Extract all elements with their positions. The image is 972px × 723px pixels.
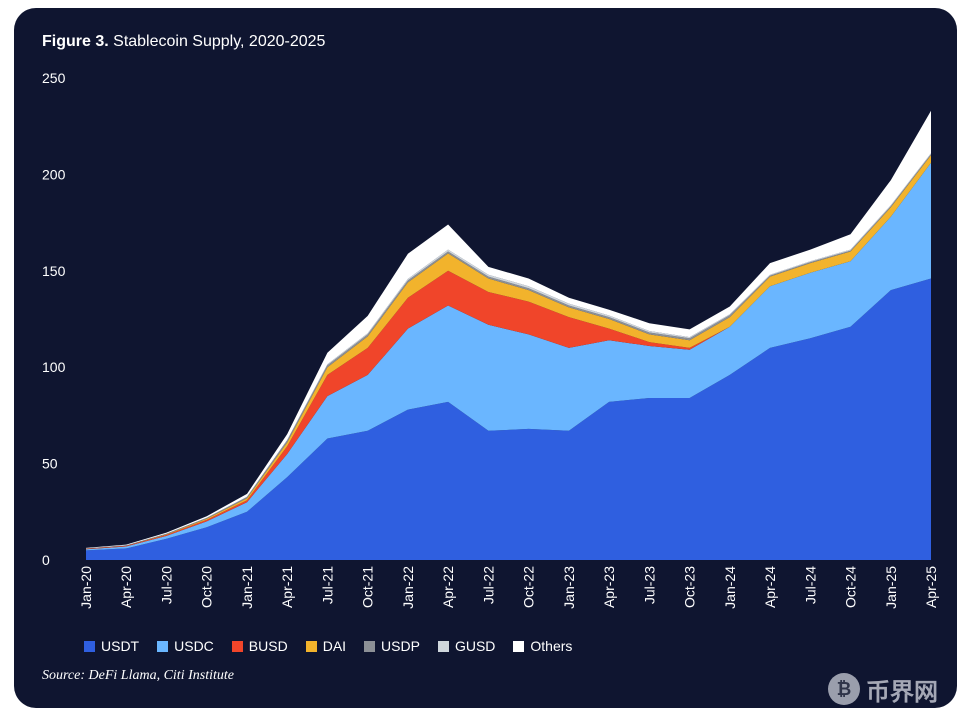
- watermark: ₿ 币界网: [828, 671, 957, 707]
- figure-title-text: Stablecoin Supply, 2020-2025: [113, 33, 326, 50]
- figure-title: Figure 3. Stablecoin Supply, 2020-2025: [42, 33, 325, 51]
- x-tick-label: Jan-21: [239, 566, 255, 609]
- figure-label: Figure 3.: [42, 33, 109, 50]
- x-tick-label: Jan-20: [78, 566, 94, 609]
- legend-swatch: [84, 640, 95, 652]
- legend-label: USDP: [381, 638, 420, 654]
- x-tick-label: Jul-23: [641, 566, 657, 604]
- legend-item-busd: BUSD: [231, 638, 288, 654]
- legend-swatch: [305, 640, 317, 652]
- x-tick-label: Jul-22: [480, 566, 496, 604]
- legend-label: USDT: [101, 638, 140, 654]
- legend-item-usdc: USDC: [157, 638, 214, 654]
- legend-swatch: [437, 640, 449, 652]
- x-tick-label: Jul-24: [802, 566, 818, 604]
- chart-card: Figure 3. Stablecoin Supply, 2020-2025 0…: [14, 8, 957, 708]
- x-tick-label: Jan-22: [400, 566, 416, 609]
- legend-item-usdt: USDT: [84, 638, 139, 654]
- y-tick-label: 50: [42, 456, 58, 472]
- y-tick-label: 200: [42, 166, 66, 182]
- x-tick-label: Apr-21: [279, 566, 295, 608]
- x-tick-label: Apr-25: [923, 566, 939, 608]
- legend-label: USDC: [174, 638, 214, 654]
- x-tick-label: Jan-25: [883, 566, 899, 609]
- chart-legend: USDT USDC BUSD DAI USDP GUSD Others: [84, 638, 572, 654]
- legend-label: DAI: [322, 638, 347, 654]
- area-usdc: [86, 162, 931, 551]
- y-tick-label: 100: [42, 359, 66, 375]
- legend-item-usdp: USDP: [364, 638, 420, 654]
- watermark-text: 币界网: [866, 677, 938, 706]
- x-tick-label: Apr-22: [440, 566, 456, 608]
- legend-item-gusd: GUSD: [437, 638, 496, 654]
- x-tick-label: Oct-21: [360, 566, 376, 608]
- y-tick-label: 150: [42, 263, 66, 279]
- x-tick-label: Oct-23: [682, 566, 698, 608]
- x-tick-label: Oct-24: [843, 566, 859, 608]
- y-tick-label: 0: [42, 552, 50, 568]
- x-tick-label: Jan-23: [561, 566, 577, 609]
- x-tick-label: Apr-23: [601, 566, 617, 608]
- x-tick-label: Apr-20: [118, 566, 134, 608]
- x-tick-label: Jul-21: [319, 566, 335, 604]
- source-note: Source: DeFi Llama, Citi Institute: [42, 668, 234, 683]
- bitcoin-circle-icon: ₿: [828, 673, 860, 705]
- legend-swatch: [157, 640, 169, 652]
- x-tick-label: Oct-20: [199, 566, 215, 608]
- x-tick-label: Jul-20: [158, 566, 174, 604]
- legend-item-others: Others: [513, 638, 572, 654]
- legend-label: BUSD: [248, 638, 288, 654]
- x-tick-label: Apr-24: [762, 566, 778, 608]
- y-tick-label: 250: [42, 70, 66, 86]
- legend-swatch: [513, 640, 525, 652]
- area-usdt: [86, 278, 931, 560]
- legend-label: Others: [530, 638, 573, 654]
- legend-swatch: [364, 640, 376, 652]
- stacked-area-chart: 0 50 100 150 200 250 Jan-20 Apr-20 Jul-20 Oct-20 J…: [42, 70, 939, 609]
- legend-item-dai: DAI: [305, 638, 347, 654]
- x-tick-label: Oct-22: [521, 566, 537, 608]
- legend-label: GUSD: [454, 638, 496, 654]
- x-tick-label: Jan-24: [722, 566, 738, 609]
- legend-swatch: [231, 640, 243, 652]
